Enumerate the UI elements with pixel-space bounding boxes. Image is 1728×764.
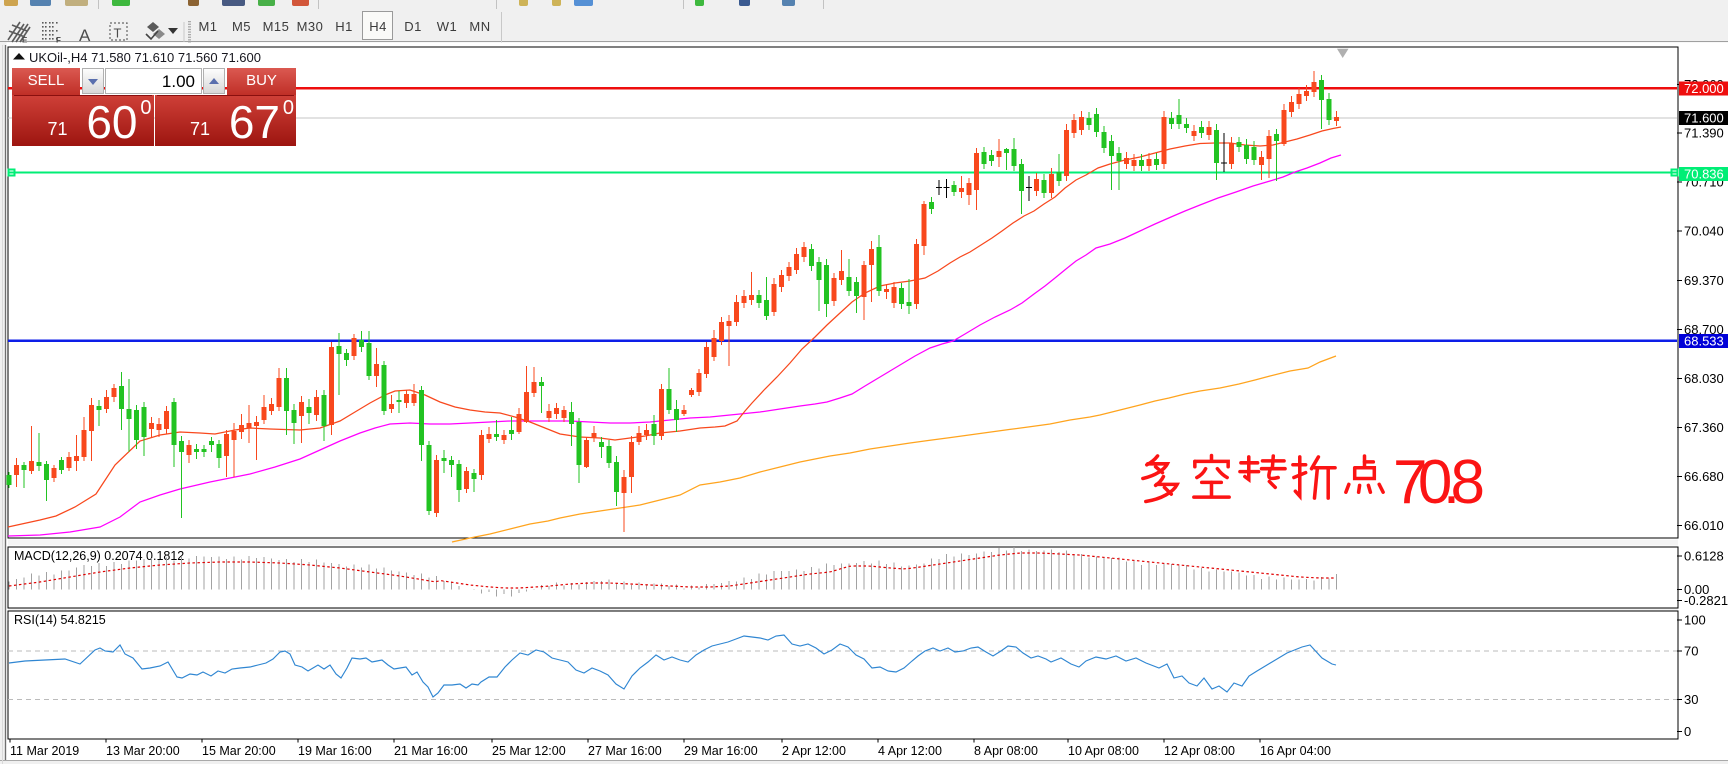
svg-text:E: E — [22, 36, 28, 45]
svg-text:27 Mar 16:00: 27 Mar 16:00 — [588, 744, 662, 758]
svg-text:70.8: 70.8 — [1393, 448, 1485, 517]
svg-text:19 Mar 16:00: 19 Mar 16:00 — [298, 744, 372, 758]
svg-text:UKOil-,H4 71.580 71.610 71.56: UKOil-,H4 71.580 71.610 71.560 71.600 — [29, 50, 261, 65]
svg-text:13 Mar 20:00: 13 Mar 20:00 — [106, 744, 180, 758]
svg-text:T: T — [114, 26, 122, 41]
svg-text:F: F — [56, 36, 61, 45]
svg-text:25 Mar 12:00: 25 Mar 12:00 — [492, 744, 566, 758]
svg-text:0.6128: 0.6128 — [1684, 549, 1724, 564]
svg-text:-0.2821: -0.2821 — [1684, 593, 1728, 608]
svg-text:RSI(14) 54.8215: RSI(14) 54.8215 — [14, 613, 106, 627]
svg-text:100: 100 — [1684, 613, 1706, 628]
svg-text:70.836: 70.836 — [1684, 167, 1724, 182]
svg-text:68.533: 68.533 — [1684, 334, 1724, 349]
svg-text:11 Mar 2019: 11 Mar 2019 — [10, 744, 79, 758]
svg-text:4 Apr 12:00: 4 Apr 12:00 — [878, 744, 942, 758]
svg-text:0.00: 0.00 — [1684, 582, 1709, 597]
svg-text:66.680: 66.680 — [1684, 469, 1724, 484]
svg-text:68.030: 68.030 — [1684, 371, 1724, 386]
svg-text:2 Apr 12:00: 2 Apr 12:00 — [782, 744, 846, 758]
svg-text:21 Mar 16:00: 21 Mar 16:00 — [394, 744, 468, 758]
svg-text:MACD(12,26,9) 0.2074 0.1812: MACD(12,26,9) 0.2074 0.1812 — [14, 549, 184, 563]
svg-text:72.000: 72.000 — [1684, 81, 1724, 96]
svg-text:12 Apr 08:00: 12 Apr 08:00 — [1164, 744, 1235, 758]
svg-text:70.040: 70.040 — [1684, 224, 1724, 239]
svg-text:10 Apr 08:00: 10 Apr 08:00 — [1068, 744, 1139, 758]
svg-text:A: A — [79, 26, 91, 45]
svg-text:68.700: 68.700 — [1684, 322, 1724, 337]
svg-text:0: 0 — [1684, 724, 1691, 739]
svg-text:29 Mar 16:00: 29 Mar 16:00 — [684, 744, 758, 758]
svg-text:16 Apr 04:00: 16 Apr 04:00 — [1260, 744, 1331, 758]
svg-text:69.370: 69.370 — [1684, 273, 1724, 288]
svg-text:71.390: 71.390 — [1684, 126, 1724, 141]
svg-text:66.010: 66.010 — [1684, 518, 1724, 533]
svg-text:15 Mar 20:00: 15 Mar 20:00 — [202, 744, 276, 758]
svg-text:71.600: 71.600 — [1684, 111, 1724, 126]
svg-text:8 Apr 08:00: 8 Apr 08:00 — [974, 744, 1038, 758]
svg-text:30: 30 — [1684, 692, 1698, 707]
svg-text:70: 70 — [1684, 644, 1698, 659]
svg-text:67.360: 67.360 — [1684, 420, 1724, 435]
